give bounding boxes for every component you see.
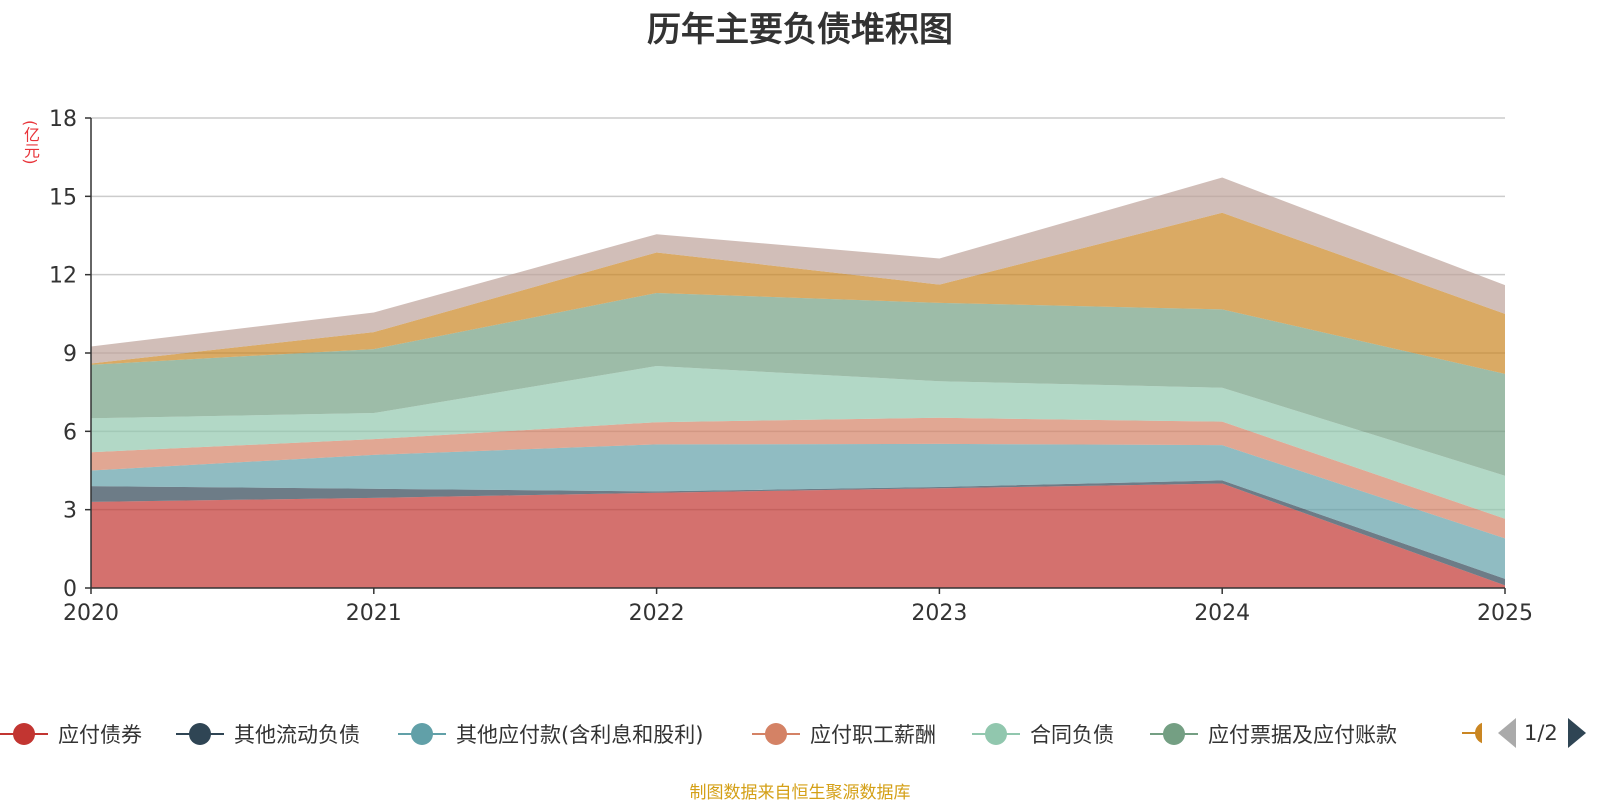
legend-marker-icon xyxy=(176,719,224,749)
legend-marker-icon xyxy=(1462,718,1482,748)
legend-item-2[interactable]: 其他流动负债 xyxy=(176,718,360,750)
chart-title: 历年主要负债堆积图 xyxy=(647,10,953,50)
x-tick-label: 2020 xyxy=(63,601,119,626)
y-tick-label: 18 xyxy=(49,107,77,132)
area-series-6 xyxy=(91,292,1505,476)
legend-label: 应付职工薪酬 xyxy=(810,723,936,747)
y-tick-label: 12 xyxy=(49,264,77,289)
area-series xyxy=(91,177,1505,588)
legend-label: 合同负债 xyxy=(1030,723,1114,747)
legend-prev-page-icon[interactable] xyxy=(1498,718,1516,748)
x-tick-label: 2024 xyxy=(1194,601,1250,626)
legend-item-1[interactable]: 应付债券 xyxy=(0,718,142,750)
source-note: 制图数据来自恒生聚源数据库 xyxy=(689,783,911,803)
legend-item-4[interactable]: 应付职工薪酬 xyxy=(752,718,936,750)
area-series-3 xyxy=(91,443,1505,579)
x-tick-label: 2025 xyxy=(1477,601,1533,626)
area-series-2 xyxy=(91,480,1505,586)
legend-marker-icon xyxy=(972,719,1020,749)
x-tick-label: 2022 xyxy=(629,601,685,626)
legend: 应付债券 其他流动负债 其他应付款(含利息和股利) 应付职工薪酬 合同负债 应付票据及应付… xyxy=(0,714,1600,754)
legend-marker-icon xyxy=(1150,719,1198,749)
legend-marker-icon xyxy=(752,719,800,749)
legend-page-indicator: 1/2 xyxy=(1524,721,1558,745)
area-series-8 xyxy=(91,177,1505,364)
area-series-1 xyxy=(91,483,1505,588)
area-series-4 xyxy=(91,417,1505,539)
y-tick-label: 3 xyxy=(63,499,77,524)
y-axis-unit-label: (亿元) xyxy=(21,120,40,165)
x-tick-label: 2021 xyxy=(346,601,402,626)
y-tick-label: 15 xyxy=(49,185,77,210)
legend-marker-icon xyxy=(398,719,446,749)
legend-next-page-icon[interactable] xyxy=(1567,718,1586,748)
y-tick-label: 6 xyxy=(63,420,77,445)
area-series-7 xyxy=(91,212,1505,374)
legend-label: 其他应付款(含利息和股利) xyxy=(456,723,704,747)
x-tick-label: 2023 xyxy=(911,601,967,626)
area-series-5 xyxy=(91,366,1505,519)
legend-marker-icon xyxy=(0,719,48,749)
legend-label: 应付债券 xyxy=(58,723,142,747)
legend-item-6[interactable]: 应付票据及应付账款 xyxy=(1150,718,1397,750)
y-tick-label: 9 xyxy=(63,342,77,367)
y-tick-label: 0 xyxy=(63,577,77,602)
axes: 0 3 6 9 12 15 18 2020 2021 2022 2023 2024 2025 xyxy=(49,107,1533,626)
legend-item-7-clipped[interactable] xyxy=(1462,718,1482,750)
legend-item-3[interactable]: 其他应付款(含利息和股利) xyxy=(398,718,703,750)
legend-label: 应付票据及应付账款 xyxy=(1208,723,1397,747)
legend-item-5[interactable]: 合同负债 xyxy=(972,718,1114,750)
legend-label: 其他流动负债 xyxy=(234,723,360,747)
legend-pager: 1/2 xyxy=(1498,716,1586,750)
